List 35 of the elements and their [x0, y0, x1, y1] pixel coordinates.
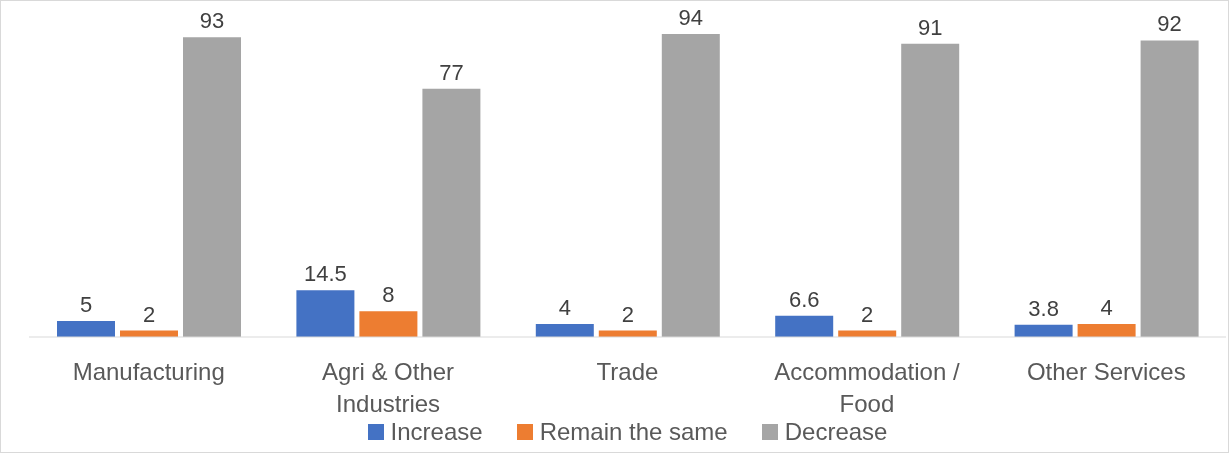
data-label: 3.8	[1028, 295, 1059, 321]
bar	[661, 34, 720, 337]
x-tick-label: Other Services	[1026, 358, 1186, 386]
bar	[775, 315, 834, 337]
data-label: 94	[678, 5, 704, 30]
bar	[422, 88, 481, 337]
bar	[1140, 40, 1199, 337]
data-label: 2	[621, 301, 634, 327]
x-tick-label: Manufacturing	[72, 358, 225, 386]
data-label: 92	[1157, 11, 1182, 37]
data-label: 93	[199, 8, 225, 34]
data-label: 2	[861, 301, 874, 327]
x-tick-label: Agri & Other Industries	[322, 358, 455, 418]
x-tick-label: Trade	[596, 358, 659, 386]
data-label: 91	[917, 14, 943, 40]
data-label: 4	[558, 295, 571, 321]
bar	[359, 311, 418, 337]
bar	[183, 37, 241, 337]
bar	[57, 320, 115, 337]
bar	[296, 290, 355, 337]
legend-label: Decrease	[783, 417, 888, 447]
x-tick-label: Accommodation / Food	[774, 358, 960, 418]
bar	[535, 324, 594, 337]
data-label: 5	[79, 291, 93, 317]
data-label: 4	[1100, 295, 1113, 321]
bar	[1077, 324, 1136, 337]
data-label: 77	[439, 59, 464, 85]
bar	[1014, 324, 1073, 337]
legend-label: Remain the same	[538, 417, 728, 447]
data-label: 14.5	[303, 261, 347, 287]
legend-label: Increase	[389, 417, 483, 447]
data-label: 8	[382, 282, 395, 308]
data-label: 2	[142, 301, 156, 327]
bar	[901, 43, 960, 337]
data-label: 6.6	[788, 286, 820, 312]
